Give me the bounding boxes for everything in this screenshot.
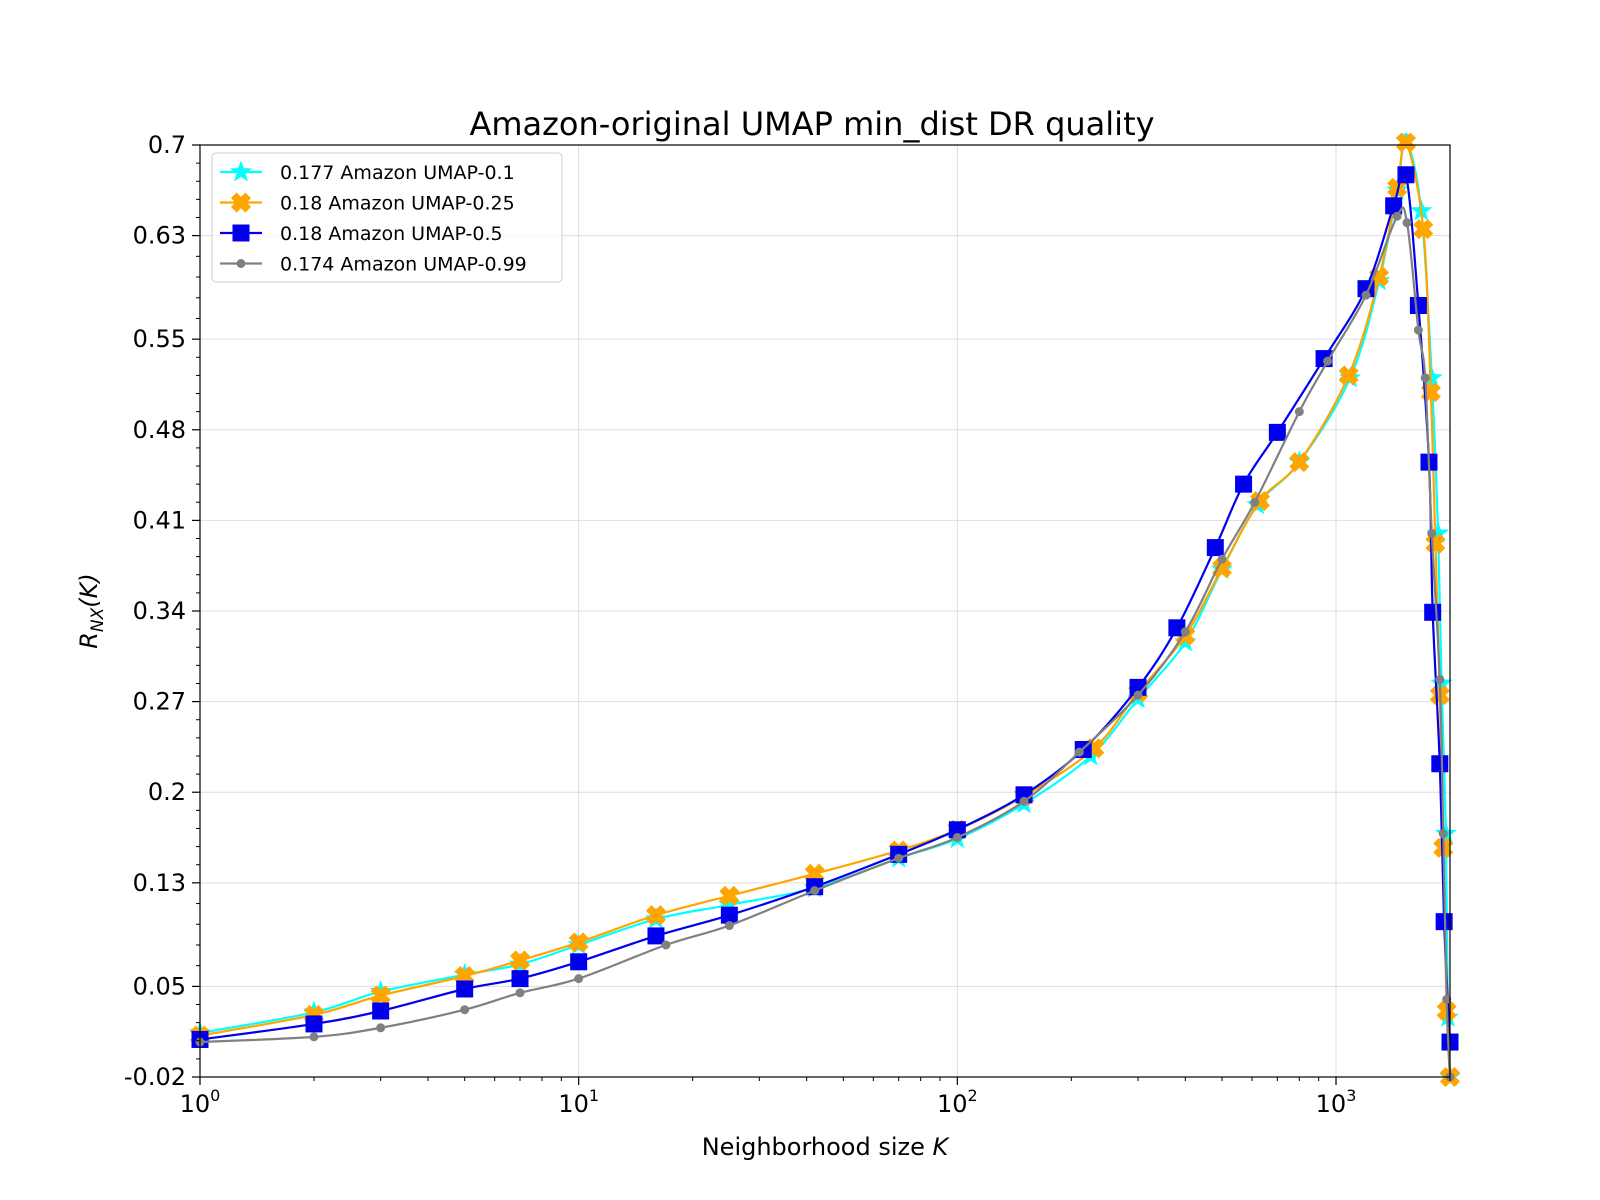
data-point xyxy=(1323,356,1333,366)
x-tick-exp: 0 xyxy=(210,1086,220,1105)
data-point xyxy=(1250,497,1260,507)
data-point xyxy=(1289,452,1310,473)
data-point xyxy=(952,833,962,843)
data-point xyxy=(376,1023,386,1033)
data-point xyxy=(511,970,529,988)
x-tick-base: 10 xyxy=(558,1090,589,1118)
legend-label: 0.174 Amazon UMAP-0.99 xyxy=(280,254,527,276)
x-axis-label: Neighborhood size K xyxy=(702,1133,951,1161)
data-point xyxy=(1392,211,1402,221)
x-tick-base: 10 xyxy=(180,1090,211,1118)
data-point xyxy=(1180,627,1190,637)
data-point xyxy=(1395,133,1417,153)
data-point xyxy=(1217,554,1227,564)
data-point xyxy=(1133,690,1143,700)
legend-entry: 0.18 Amazon UMAP-0.5 xyxy=(220,223,503,245)
data-point xyxy=(647,927,665,945)
data-point xyxy=(1431,755,1449,773)
x-axis-label-var: K xyxy=(933,1133,951,1161)
legend: 0.177 Amazon UMAP-0.1 0.18 Amazon UMAP-0.… xyxy=(211,152,563,283)
x-tick-label: 100 xyxy=(180,1086,221,1118)
legend-entry: 0.174 Amazon UMAP-0.99 xyxy=(220,254,527,276)
legend-entry: 0.18 Amazon UMAP-0.25 xyxy=(220,192,515,215)
data-point xyxy=(894,853,904,863)
data-point xyxy=(372,1002,390,1020)
x-tick-exp: 2 xyxy=(968,1086,978,1105)
x-tick-label: 101 xyxy=(558,1086,599,1118)
data-point xyxy=(515,988,525,998)
data-point xyxy=(568,932,589,953)
y-tick-label: 0.13 xyxy=(133,869,186,897)
data-point xyxy=(305,1015,323,1033)
y-tick-label: 0.2 xyxy=(148,778,186,806)
y-tick-label: 0.34 xyxy=(133,597,186,625)
data-point xyxy=(1397,166,1415,184)
data-point xyxy=(1435,675,1445,685)
data-point xyxy=(1338,365,1359,386)
data-point xyxy=(1294,407,1304,417)
data-point xyxy=(1206,539,1224,557)
x-axis-label-main: Neighborhood size xyxy=(702,1133,933,1161)
y-tick-label: 0.63 xyxy=(133,222,186,250)
data-point xyxy=(645,905,667,926)
legend-marker xyxy=(230,192,252,213)
data-point xyxy=(661,940,671,950)
chart-title: Amazon-original UMAP min_dist DR quality xyxy=(469,105,1154,143)
legend-label: 0.177 Amazon UMAP-0.1 xyxy=(280,162,515,184)
series-4 xyxy=(195,206,1455,1082)
y-axis-label-tail: (K) xyxy=(75,573,103,607)
series-layer xyxy=(188,133,1462,1088)
y-tick-label: 0.7 xyxy=(148,131,186,159)
data-point xyxy=(810,886,820,896)
y-tick-label: 0.41 xyxy=(133,506,186,534)
data-point xyxy=(1268,423,1286,441)
legend-marker xyxy=(236,259,246,268)
data-point xyxy=(1074,747,1084,757)
x-tick-exp: 3 xyxy=(1346,1086,1356,1105)
y-axis-label-sub: NX xyxy=(88,607,108,632)
legend-marker xyxy=(229,160,253,182)
y-tick-label: 0.55 xyxy=(133,325,186,353)
data-point xyxy=(1019,796,1029,806)
x-tick-exp: 1 xyxy=(589,1086,599,1105)
data-point xyxy=(1420,373,1430,383)
y-tick-label: 0.05 xyxy=(133,972,186,1000)
x-tick-label: 103 xyxy=(1316,1086,1357,1118)
data-point xyxy=(1442,994,1452,1004)
x-tick-base: 10 xyxy=(1316,1090,1347,1118)
data-point xyxy=(1361,290,1371,300)
y-tick-label: 0.48 xyxy=(133,416,186,444)
data-point xyxy=(719,885,740,906)
data-point xyxy=(1438,829,1448,839)
legend-marker xyxy=(232,224,250,242)
x-tick-label: 102 xyxy=(937,1086,978,1118)
data-point xyxy=(1427,528,1437,538)
axes: -0.02 0.05 0.13 0.2 0.27 0.34 0.41 0.48 0.55 0.63… xyxy=(124,131,1451,1118)
data-point xyxy=(1424,603,1442,621)
y-tick-label: -0.02 xyxy=(124,1063,186,1091)
y-tick-label: 0.27 xyxy=(133,688,186,716)
data-point xyxy=(574,974,584,984)
data-point xyxy=(1413,219,1434,240)
legend-label: 0.18 Amazon UMAP-0.5 xyxy=(280,223,503,245)
data-point xyxy=(570,953,588,971)
data-point xyxy=(1402,218,1412,228)
data-point xyxy=(1235,475,1253,493)
data-point xyxy=(309,1032,319,1042)
data-point xyxy=(460,1005,470,1015)
data-point xyxy=(1413,325,1423,335)
legend-box xyxy=(211,152,563,283)
data-point xyxy=(724,921,734,931)
data-point xyxy=(720,906,738,924)
legend-entry: 0.177 Amazon UMAP-0.1 xyxy=(220,160,515,184)
y-axis-label-main: R xyxy=(75,632,103,649)
y-axis-label: RNX(K) xyxy=(75,573,108,649)
data-point xyxy=(456,980,474,998)
legend-label: 0.18 Amazon UMAP-0.25 xyxy=(280,193,515,215)
data-point xyxy=(1409,297,1427,315)
x-tick-base: 10 xyxy=(937,1090,968,1118)
